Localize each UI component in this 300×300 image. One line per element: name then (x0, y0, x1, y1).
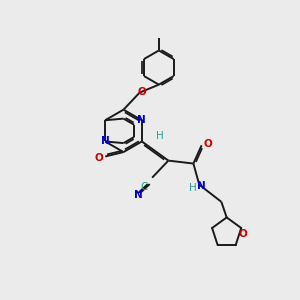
Text: O: O (138, 87, 146, 97)
Text: N: N (101, 136, 110, 146)
Text: N: N (137, 115, 146, 125)
Text: H: H (189, 183, 197, 193)
Text: N: N (197, 181, 206, 191)
Text: H: H (156, 131, 164, 141)
Text: N: N (134, 190, 143, 200)
Text: O: O (204, 139, 212, 148)
Text: O: O (238, 230, 247, 239)
Text: O: O (94, 153, 103, 163)
Text: C: C (140, 182, 148, 192)
